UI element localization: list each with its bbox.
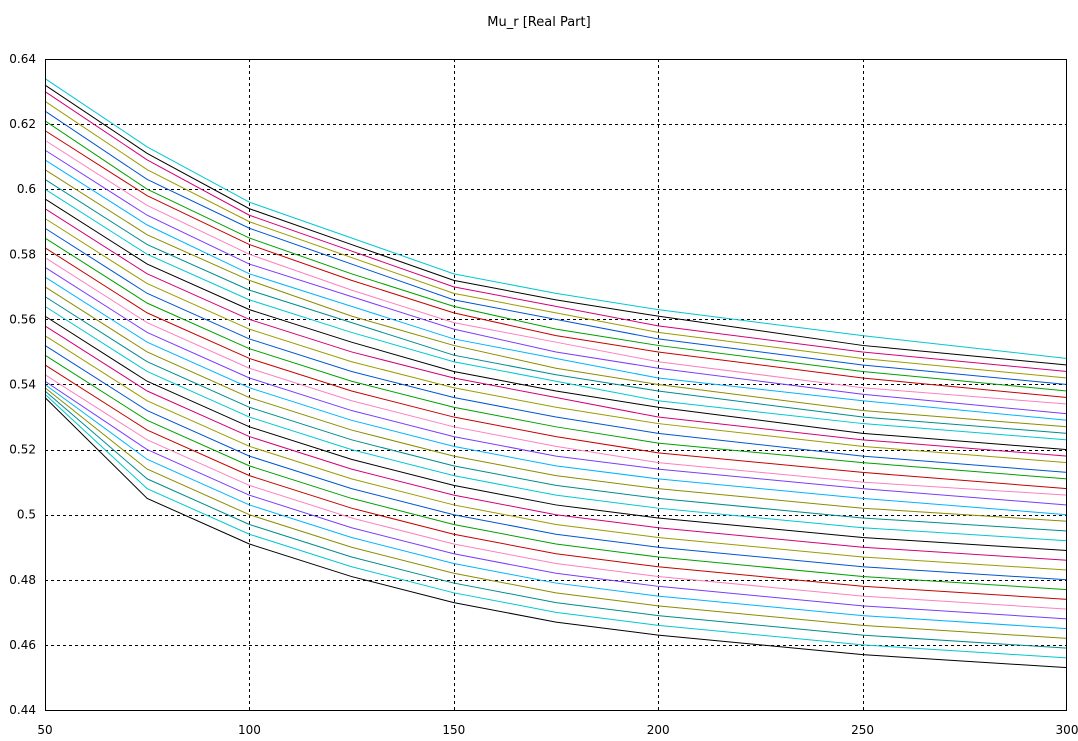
x-tick-label: 200 [647,723,670,737]
series-line-11 [44,169,1068,428]
y-tick-label: 0.44 [9,703,36,717]
y-tick-label: 0.6 [17,182,36,196]
series-line-14 [44,198,1068,451]
x-tick-label: 150 [442,723,465,737]
series-line-4 [44,100,1068,379]
series-line-27 [44,325,1068,561]
y-tick-label: 0.62 [9,117,36,131]
series-line-1 [44,78,1068,359]
series-line-25 [44,305,1068,542]
y-tick-label: 0.54 [9,378,36,392]
series-line-2 [44,84,1068,366]
series-line-28 [44,335,1068,571]
y-tick-label: 0.56 [9,312,36,326]
series-line-17 [44,227,1068,473]
y-tick-label: 0.5 [17,508,36,522]
y-tick-label: 0.64 [9,52,36,66]
y-tick-label: 0.58 [9,247,36,261]
series-line-23 [44,286,1068,522]
series-line-33 [44,380,1068,620]
series-line-31 [44,364,1068,600]
series-line-21 [44,266,1068,506]
series-line-8 [44,139,1068,405]
series-line-16 [44,218,1068,464]
series-line-15 [44,208,1068,457]
series-line-3 [44,91,1068,372]
series-line-18 [44,237,1068,480]
series-line-38 [44,397,1068,669]
series-line-24 [44,296,1068,532]
series-line-36 [44,390,1068,649]
series-line-19 [44,247,1068,490]
series-line-7 [44,130,1068,399]
series-line-26 [44,315,1068,552]
series-line-34 [44,384,1068,630]
x-tick-label: 300 [1056,723,1078,737]
series-line-12 [44,179,1068,434]
series-line-6 [44,120,1068,392]
y-tick-label: 0.48 [9,573,36,587]
y-tick-label: 0.46 [9,638,36,652]
series-line-35 [44,387,1068,639]
series-line-20 [44,257,1068,496]
plot-area-frame [45,59,1067,711]
series-line-37 [44,393,1068,659]
series-line-29 [44,345,1068,581]
series-line-9 [44,149,1068,415]
x-tick-label: 50 [37,723,52,737]
x-tick-label: 250 [851,723,874,737]
series-line-13 [44,188,1068,441]
series-line-32 [44,374,1068,610]
chart-title: Mu_r [Real Part] [487,15,590,30]
y-tick-label: 0.52 [9,443,36,457]
axis-tick-labels: 50 100 150 200 250 300 0.44 0.46 0.48 0.5 0.52 0.54… [9,52,1078,737]
series-line-10 [44,159,1068,421]
series-line-22 [44,276,1068,516]
x-tick-label: 100 [238,723,261,737]
series-line-5 [44,110,1068,385]
series-lines [44,78,1068,669]
series-line-30 [44,354,1068,591]
